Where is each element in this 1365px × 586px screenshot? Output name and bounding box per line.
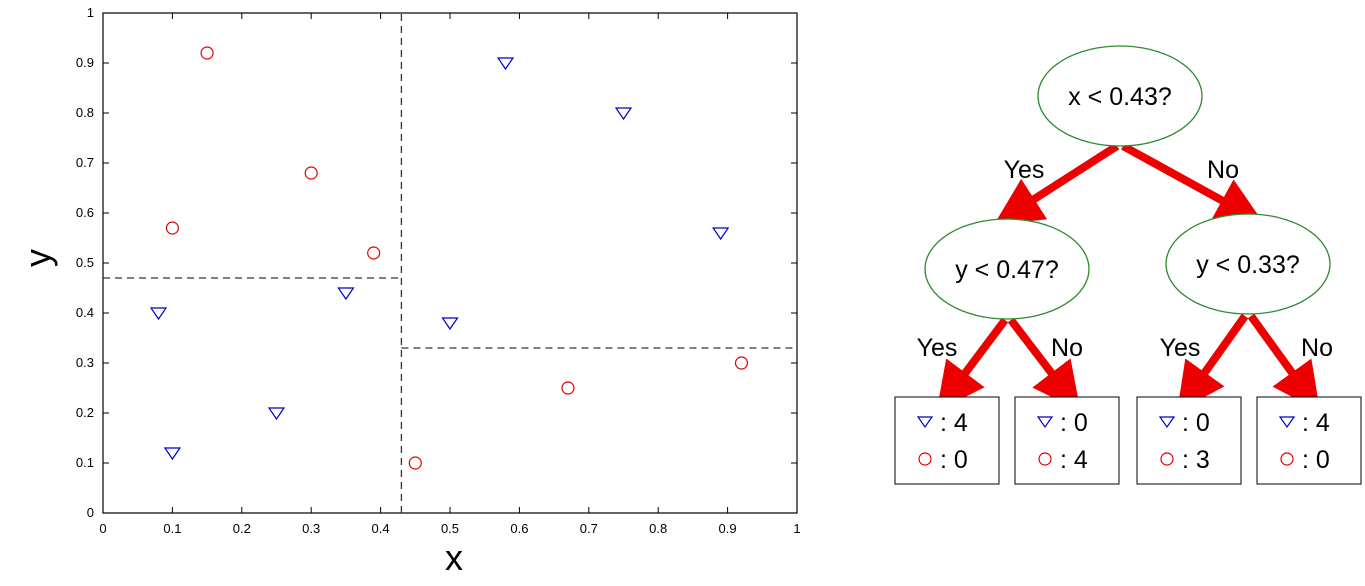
- plot-frame: [102, 12, 798, 514]
- decision-tree: x < 0.43? y < 0.47? y < 0.33? Yes No Yes…: [894, 45, 1362, 485]
- triangle-point: [337, 287, 355, 301]
- x-tick-label: 0.6: [510, 521, 528, 536]
- leaf-box: [894, 396, 1000, 485]
- triangle-point: [712, 227, 730, 241]
- leaf-circle-count: : 3: [1182, 446, 1210, 474]
- arrow-root-right: [1121, 142, 1265, 224]
- y-tick-label: 0.2: [76, 405, 94, 420]
- arrow-root-left: [993, 142, 1120, 225]
- branch-label-right-no: No: [1301, 334, 1333, 362]
- leaf-circle-count: : 0: [940, 446, 968, 474]
- y-tick-label: 0.3: [76, 355, 94, 370]
- branch-label-root-yes: Yes: [1004, 156, 1045, 184]
- y-tick-label: 0: [87, 505, 94, 520]
- tree-arrows: [936, 142, 1321, 412]
- split-lines: [103, 13, 797, 513]
- right-node-label: y < 0.33?: [1196, 251, 1300, 279]
- root-node-ellipse: [1037, 45, 1203, 147]
- leaf-box: [1014, 396, 1120, 485]
- leaf-circle-count: : 4: [1060, 446, 1088, 474]
- leaf-node: : 4: 0: [894, 396, 1000, 485]
- data-points: [149, 46, 749, 470]
- branch-label-root-no: No: [1207, 156, 1239, 184]
- root-node-label: x < 0.43?: [1068, 83, 1172, 111]
- x-tick-label: 0.3: [302, 521, 320, 536]
- leaf-circle-icon: [918, 452, 932, 466]
- branch-label-left-yes: Yes: [917, 334, 958, 362]
- leaf-node: : 0: 4: [1014, 396, 1120, 485]
- x-tick-label: 0: [99, 521, 106, 536]
- x-tick-label: 0.2: [233, 521, 251, 536]
- triangle-point: [496, 57, 515, 71]
- left-node: y < 0.47?: [924, 218, 1090, 320]
- y-tick-label: 0.7: [76, 155, 94, 170]
- right-node-ellipse: [1165, 213, 1331, 315]
- leaf-box: [1256, 396, 1362, 485]
- leaf-triangle-count: : 0: [1060, 409, 1088, 437]
- x-tick-label: 0.9: [719, 521, 737, 536]
- x-axis-ticks: 0 0.1 0.2 0.3 0.4 0.5 0.6 0.7 0.8 0.9 1: [99, 13, 801, 536]
- circle-point: [734, 356, 749, 370]
- arrow-left-yes: [936, 317, 1009, 412]
- y-tick-label: 0.8: [76, 105, 94, 120]
- right-node: y < 0.33?: [1165, 213, 1331, 315]
- triangle-point: [267, 407, 286, 421]
- left-node-ellipse: [924, 218, 1090, 320]
- leaf-circle-icon: [1160, 452, 1174, 466]
- leaf-circle-icon: [1038, 452, 1052, 466]
- leaf-box: [1136, 396, 1242, 485]
- branch-label-right-yes: Yes: [1160, 334, 1201, 362]
- leaf-triangle-count: : 0: [1182, 409, 1210, 437]
- y-axis-label: y: [17, 249, 58, 267]
- arrow-left-no: [1007, 317, 1081, 412]
- leaf-node: : 4: 0: [1256, 396, 1362, 485]
- leaf-triangle-icon: [1278, 416, 1296, 429]
- leaf-triangle-count: : 4: [1302, 409, 1330, 437]
- triangle-point: [149, 307, 168, 321]
- y-tick-label: 0.5: [76, 255, 94, 270]
- x-axis-label: x: [445, 537, 463, 578]
- branch-label-left-no: No: [1051, 334, 1083, 362]
- circle-point: [200, 46, 214, 60]
- x-tick-label: 1: [793, 521, 800, 536]
- leaf-triangle-icon: [1036, 416, 1054, 429]
- circle-point: [304, 166, 318, 180]
- leaf-nodes: : 4: 0: 0: 4: 0: 3: 4: 0: [894, 396, 1362, 485]
- y-tick-label: 0.6: [76, 205, 94, 220]
- x-tick-label: 0.8: [649, 521, 667, 536]
- x-tick-label: 0.5: [441, 521, 459, 536]
- leaf-triangle-icon: [1158, 416, 1176, 429]
- triangle-point: [441, 317, 459, 331]
- leaf-triangle-count: : 4: [940, 409, 968, 437]
- y-axis-ticks: 0 0.1 0.2 0.3 0.4 0.5 0.6 0.7 0.8 0.9 1: [76, 5, 797, 520]
- leaf-circle-count: : 0: [1302, 446, 1330, 474]
- left-node-label: y < 0.47?: [955, 256, 1059, 284]
- y-tick-label: 0.4: [76, 305, 94, 320]
- arrow-right-yes: [1177, 313, 1249, 412]
- circle-point: [408, 456, 422, 470]
- circle-point: [367, 246, 381, 260]
- leaf-node: : 0: 3: [1136, 396, 1242, 485]
- x-tick-label: 0.4: [372, 521, 390, 536]
- scatter-plot: 0 0.1 0.2 0.3 0.4 0.5 0.6 0.7 0.8 0.9 1 0 0.1 0.2 0.3…: [17, 5, 801, 578]
- arrow-right-no: [1247, 313, 1321, 412]
- x-tick-label: 0.7: [580, 521, 598, 536]
- triangle-point: [614, 107, 633, 121]
- root-node: x < 0.43?: [1037, 45, 1203, 147]
- circle-point: [561, 381, 575, 395]
- y-tick-label: 0.9: [76, 55, 94, 70]
- x-tick-label: 0.1: [163, 521, 181, 536]
- y-tick-label: 1: [87, 5, 94, 20]
- leaf-circle-icon: [1280, 452, 1294, 466]
- circle-point: [165, 221, 179, 235]
- triangle-point: [163, 447, 182, 461]
- y-tick-label: 0.1: [76, 455, 94, 470]
- leaf-triangle-icon: [916, 416, 934, 429]
